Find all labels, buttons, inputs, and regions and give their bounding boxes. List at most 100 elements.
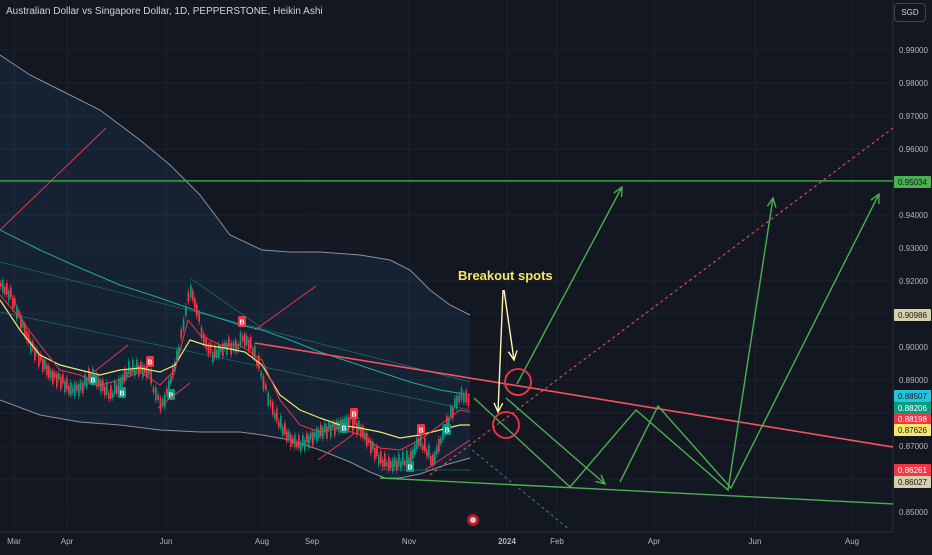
x-tick-label: Apr — [648, 537, 661, 546]
candle-body — [218, 344, 220, 358]
candle-body — [336, 420, 338, 429]
candle-body — [458, 394, 461, 403]
candle-body — [232, 341, 235, 351]
candle-body — [150, 370, 153, 384]
candle-body — [178, 346, 180, 359]
price-badge — [894, 413, 931, 425]
candle-body — [256, 360, 258, 366]
candle-body — [30, 341, 32, 353]
candle-body — [116, 385, 118, 394]
candle-body — [450, 406, 452, 418]
candle-body — [284, 422, 286, 434]
candle-body — [378, 455, 380, 465]
candle-body — [410, 450, 412, 463]
candle-body — [42, 359, 44, 372]
candle-body — [432, 454, 434, 466]
annotation-arrow-1 — [503, 289, 515, 361]
candle-body — [66, 378, 68, 390]
y-tick-label: 0.92000 — [899, 277, 928, 286]
candle-body — [196, 304, 198, 317]
x-tick-label: Feb — [550, 537, 564, 546]
price-badge-label: 0.88206 — [898, 404, 927, 413]
x-tick-label: Nov — [402, 537, 416, 546]
bollinger-fill — [0, 55, 470, 478]
candle-body — [298, 435, 300, 449]
candle-body — [157, 394, 160, 400]
candle-body — [200, 327, 203, 339]
candle-body — [434, 452, 436, 464]
candle-body — [118, 378, 120, 390]
candle-body — [80, 381, 82, 390]
candle-body — [187, 292, 190, 302]
trend-line-red — [0, 127, 107, 231]
candle-body — [26, 330, 28, 341]
candle-body — [44, 359, 46, 369]
projection-arrow-path-2 — [473, 197, 774, 492]
candle-body — [302, 435, 304, 447]
candle-body — [362, 426, 364, 438]
resistance-line — [254, 342, 894, 448]
price-badge — [894, 424, 931, 436]
candle-body — [16, 306, 18, 320]
candle-body — [364, 432, 366, 440]
candle-body — [106, 382, 108, 395]
candle-body — [398, 454, 400, 466]
candle-body — [354, 417, 356, 425]
candle-body — [20, 315, 22, 329]
candle-body — [294, 434, 296, 448]
annotation-arrow-2 — [497, 289, 504, 413]
candle-body — [222, 343, 224, 357]
candle-body — [34, 347, 36, 361]
x-tick-label: Aug — [845, 537, 859, 546]
price-badge — [894, 176, 931, 188]
price-badge — [894, 476, 931, 488]
support-line-green — [379, 477, 894, 505]
candle-body — [382, 459, 384, 467]
candle-body — [68, 385, 70, 394]
candle-body — [216, 349, 218, 358]
candle-body — [290, 434, 292, 447]
candle-body — [348, 417, 350, 430]
signal-label: B — [90, 378, 95, 385]
candle-body — [100, 380, 102, 392]
signal-label: B — [444, 428, 449, 435]
y-tick-label: 0.89000 — [899, 376, 928, 385]
candle-body — [426, 449, 428, 457]
candle-body — [272, 402, 274, 415]
candle-body — [162, 399, 164, 406]
candle-body — [124, 368, 126, 382]
price-badge-label: 0.88507 — [898, 392, 927, 401]
candle-body — [267, 392, 270, 406]
y-tick-label: 0.94000 — [899, 211, 928, 220]
trend-line-red — [254, 285, 317, 331]
signal-badge — [417, 424, 425, 435]
candle-body — [54, 372, 56, 378]
candle-body — [168, 380, 170, 394]
candle-body — [416, 437, 418, 450]
currency-button[interactable]: SGD — [894, 3, 926, 22]
candle-body — [60, 376, 62, 390]
candle-body — [384, 453, 386, 467]
candle-body — [308, 435, 310, 449]
candle-body — [194, 298, 196, 309]
candle-body — [394, 457, 396, 467]
candle-body — [262, 376, 265, 390]
candle-body — [50, 370, 52, 379]
candle-body — [180, 329, 183, 339]
candle-body — [248, 339, 250, 351]
candle-body — [310, 432, 312, 439]
y-tick-label: 0.87000 — [899, 442, 928, 451]
candle-body — [6, 282, 8, 295]
candle-body — [207, 344, 210, 355]
candle-body — [155, 387, 157, 401]
price-badge-label: 0.87626 — [898, 426, 927, 435]
candle-body — [174, 361, 176, 372]
candle-body — [84, 374, 86, 386]
candle-body — [148, 370, 150, 376]
candle-body — [428, 445, 430, 458]
candle-body — [120, 377, 122, 388]
candle-body — [274, 413, 276, 419]
annotation-arrow-1-head — [507, 350, 518, 362]
